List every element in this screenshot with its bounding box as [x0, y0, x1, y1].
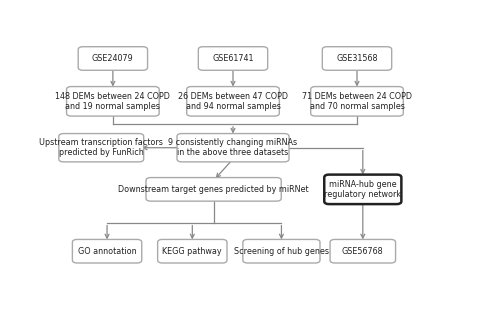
- Text: GO annotation: GO annotation: [78, 247, 136, 256]
- Text: 71 DEMs between 24 COPD
and 70 normal samples: 71 DEMs between 24 COPD and 70 normal sa…: [302, 92, 412, 111]
- FancyBboxPatch shape: [72, 239, 142, 263]
- Text: GSE31568: GSE31568: [336, 54, 378, 63]
- FancyBboxPatch shape: [330, 239, 396, 263]
- FancyBboxPatch shape: [78, 47, 148, 70]
- Text: 26 DEMs between 47 COPD
and 94 normal samples: 26 DEMs between 47 COPD and 94 normal sa…: [178, 92, 288, 111]
- Text: GSE24079: GSE24079: [92, 54, 134, 63]
- Text: Screening of hub genes: Screening of hub genes: [234, 247, 329, 256]
- Text: 148 DEMs between 24 COPD
and 19 normal samples: 148 DEMs between 24 COPD and 19 normal s…: [56, 92, 170, 111]
- Text: KEGG pathway: KEGG pathway: [162, 247, 222, 256]
- Text: Downstream target genes predicted by miRNet: Downstream target genes predicted by miR…: [118, 185, 309, 194]
- FancyBboxPatch shape: [322, 47, 392, 70]
- FancyBboxPatch shape: [310, 87, 404, 116]
- FancyBboxPatch shape: [198, 47, 268, 70]
- Text: GSE61741: GSE61741: [212, 54, 254, 63]
- Text: 9 consistently changing miRNAs
in the above three datasets: 9 consistently changing miRNAs in the ab…: [168, 138, 298, 157]
- FancyBboxPatch shape: [324, 175, 402, 204]
- FancyBboxPatch shape: [59, 133, 144, 162]
- FancyBboxPatch shape: [146, 178, 281, 201]
- FancyBboxPatch shape: [243, 239, 320, 263]
- Text: miRNA-hub gene
regulatory network: miRNA-hub gene regulatory network: [324, 180, 402, 199]
- FancyBboxPatch shape: [158, 239, 227, 263]
- FancyBboxPatch shape: [177, 133, 289, 162]
- Text: Upstream transcription factors
predicted by FunRich: Upstream transcription factors predicted…: [40, 138, 163, 157]
- Text: GSE56768: GSE56768: [342, 247, 384, 256]
- FancyBboxPatch shape: [66, 87, 159, 116]
- FancyBboxPatch shape: [186, 87, 280, 116]
